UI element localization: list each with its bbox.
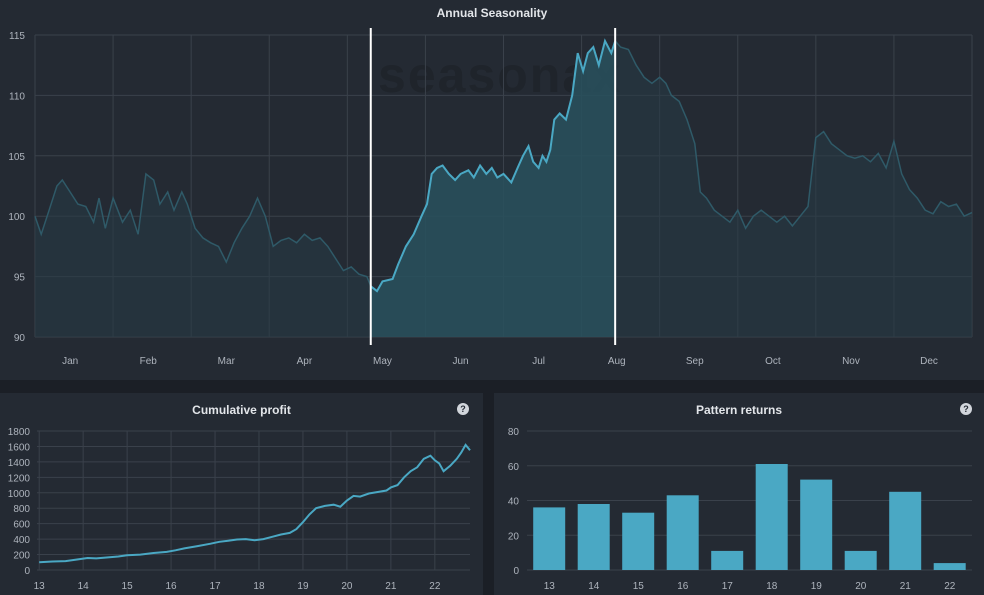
y-tick-label: 400 bbox=[13, 535, 30, 546]
bar bbox=[577, 504, 610, 570]
bar bbox=[533, 507, 566, 570]
x-tick-label: Feb bbox=[140, 356, 158, 367]
x-tick-label: 18 bbox=[766, 581, 778, 592]
y-tick-label: 100 bbox=[8, 212, 25, 223]
y-tick-label: 1800 bbox=[8, 427, 31, 438]
y-tick-label: 95 bbox=[14, 273, 26, 284]
y-tick-label: 0 bbox=[513, 566, 519, 577]
y-tick-label: 40 bbox=[508, 497, 520, 508]
y-tick-label: 0 bbox=[24, 566, 30, 577]
x-tick-label: 22 bbox=[944, 581, 956, 592]
highlight-line bbox=[370, 38, 617, 293]
x-tick-label: Aug bbox=[608, 356, 626, 367]
pattern-returns-title: Pattern returns bbox=[695, 403, 783, 417]
y-tick-label: 110 bbox=[9, 91, 25, 102]
x-tick-label: Oct bbox=[765, 356, 781, 367]
y-tick-label: 1400 bbox=[8, 458, 31, 469]
y-tick-label: 60 bbox=[508, 462, 520, 473]
bar bbox=[622, 512, 655, 570]
x-tick-label: Apr bbox=[297, 356, 313, 367]
bar bbox=[711, 550, 744, 570]
y-tick-label: 800 bbox=[13, 504, 30, 515]
help-icon[interactable]: ? bbox=[457, 403, 469, 415]
pattern-returns-chart[interactable]: 0 20 40 60 80 13 14 15 16 17 18 19 20 21 22 bbox=[494, 393, 984, 595]
bar bbox=[844, 550, 877, 570]
x-tick-label: 13 bbox=[544, 581, 556, 592]
x-tick-label: Jun bbox=[452, 356, 468, 367]
x-tick-label: Nov bbox=[842, 356, 860, 367]
x-tick-label: 13 bbox=[34, 581, 46, 592]
x-tick-label: Dec bbox=[920, 356, 938, 367]
y-tick-label: 1200 bbox=[8, 473, 31, 484]
bar bbox=[666, 495, 699, 570]
x-tick-label: 16 bbox=[166, 581, 178, 592]
x-tick-label: 19 bbox=[811, 581, 823, 592]
x-tick-label: Sep bbox=[686, 356, 704, 367]
cumulative-profit-line bbox=[39, 443, 471, 564]
x-tick-label: 20 bbox=[855, 581, 867, 592]
y-tick-label: 1000 bbox=[8, 489, 31, 500]
y-tick-label: 105 bbox=[8, 152, 25, 163]
x-tick-label: 22 bbox=[429, 581, 441, 592]
bar bbox=[755, 464, 788, 570]
x-tick-label: 17 bbox=[209, 581, 221, 592]
bar bbox=[933, 563, 966, 570]
x-tick-label: 19 bbox=[297, 581, 309, 592]
cumulative-profit-panel: Cumulative profit ? 0 200 400 600 800 1000 120… bbox=[0, 393, 483, 595]
help-icon[interactable]: ? bbox=[960, 403, 972, 415]
y-tick-label: 200 bbox=[13, 551, 30, 562]
bar bbox=[889, 491, 922, 570]
annual-seasonality-panel: Annual Seasonality seasonax 90 95 100 105 110… bbox=[0, 0, 984, 380]
y-tick-label: 1600 bbox=[8, 442, 31, 453]
pattern-returns-panel: Pattern returns ? 0 20 40 60 80 13 14 15 16 17 18 1… bbox=[494, 393, 984, 595]
cumulative-profit-chart[interactable]: 0 200 400 600 800 1000 1200 1400 1600 1800 13 14 15 1… bbox=[0, 393, 483, 595]
highlight-area bbox=[370, 41, 616, 337]
annual-seasonality-title: Annual Seasonality bbox=[436, 6, 548, 20]
y-tick-label: 20 bbox=[508, 531, 520, 542]
cumulative-profit-title: Cumulative profit bbox=[192, 403, 291, 417]
x-tick-label: Jul bbox=[532, 356, 545, 367]
x-tick-label: 14 bbox=[78, 581, 90, 592]
x-tick-label: 16 bbox=[677, 581, 689, 592]
y-tick-label: 600 bbox=[13, 520, 30, 531]
x-tick-label: 15 bbox=[633, 581, 645, 592]
x-tick-label: 21 bbox=[900, 581, 912, 592]
y-tick-label: 80 bbox=[508, 427, 520, 438]
x-tick-label: 17 bbox=[722, 581, 734, 592]
x-tick-label: May bbox=[373, 356, 392, 367]
x-tick-label: Jan bbox=[62, 356, 78, 367]
bar bbox=[800, 479, 833, 570]
x-tick-label: 14 bbox=[588, 581, 600, 592]
x-tick-label: 20 bbox=[341, 581, 353, 592]
x-tick-label: Mar bbox=[218, 356, 236, 367]
x-tick-label: 21 bbox=[385, 581, 397, 592]
x-tick-label: 18 bbox=[253, 581, 265, 592]
y-tick-label: 115 bbox=[9, 31, 25, 42]
x-tick-label: 15 bbox=[122, 581, 134, 592]
y-tick-label: 90 bbox=[14, 333, 26, 344]
